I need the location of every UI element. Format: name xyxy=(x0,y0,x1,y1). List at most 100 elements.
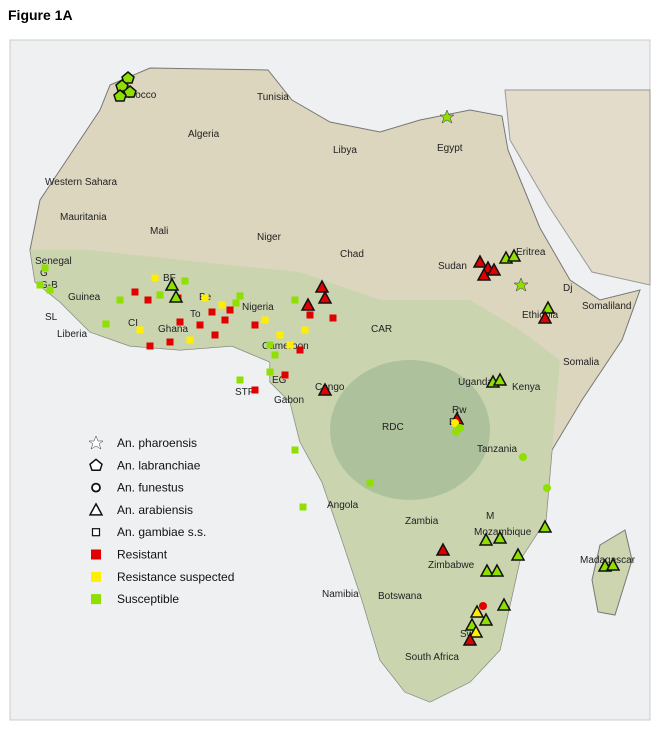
marker-triangle xyxy=(605,557,621,571)
marker-triangle xyxy=(317,382,333,396)
marker-circle xyxy=(479,602,487,610)
country-label: Dj xyxy=(563,283,572,294)
country-labels: Morocco Tunisia Algeria Libya Egypt Western S… xyxy=(35,90,636,663)
marker-triangle xyxy=(300,297,316,311)
marker-square xyxy=(221,316,229,324)
country-label: Rw xyxy=(452,405,467,416)
marker-square xyxy=(116,296,124,304)
marker-square xyxy=(91,528,101,537)
legend-label: An. labranchiae xyxy=(117,458,201,472)
marker-circle xyxy=(91,482,101,493)
madagascar xyxy=(591,529,633,616)
country-label: To xyxy=(190,309,201,320)
marker-square xyxy=(291,446,299,454)
country-label: Namibia xyxy=(322,589,359,600)
marker-triangle xyxy=(462,632,478,646)
marker-square xyxy=(151,274,159,282)
marker-square xyxy=(146,342,154,350)
country-label: Tunisia xyxy=(257,92,289,103)
country-label: Libya xyxy=(333,145,357,156)
marker-square xyxy=(136,326,144,334)
marker-square xyxy=(196,321,204,329)
markers xyxy=(36,71,621,646)
country-label: Mali xyxy=(150,226,168,237)
country-label: Uganda xyxy=(458,377,493,388)
country-label: Mauritania xyxy=(60,212,107,223)
marker-square xyxy=(266,368,274,376)
marker-square xyxy=(251,386,259,394)
marker-square xyxy=(281,371,289,379)
marker-square xyxy=(131,288,139,296)
marker-triangle xyxy=(435,542,451,556)
marker-square xyxy=(291,296,299,304)
marker-square xyxy=(91,549,101,560)
marker-triangle xyxy=(314,279,330,293)
country-label: BF xyxy=(163,273,176,284)
marker-square xyxy=(176,318,184,326)
country-label: Ghana xyxy=(158,324,188,335)
country-label: SL xyxy=(45,312,58,323)
figure-title: Figure 1A xyxy=(8,7,73,23)
marker-square xyxy=(301,326,309,334)
marker-square xyxy=(329,314,337,322)
marker-triangle xyxy=(486,262,502,276)
forest xyxy=(330,360,490,500)
marker-square xyxy=(306,311,314,319)
marker-pentagon xyxy=(113,89,127,102)
marker-star xyxy=(439,109,455,124)
marker-triangle xyxy=(478,532,494,546)
marker-square xyxy=(166,338,174,346)
marker-circle xyxy=(451,419,459,427)
country-label: Egypt xyxy=(437,143,463,154)
marker-triangle xyxy=(540,300,556,314)
marker-square xyxy=(102,320,110,328)
marker-triangle xyxy=(489,563,505,577)
marker-square xyxy=(144,296,152,304)
legend-label: Resistant xyxy=(117,548,168,562)
country-label: G xyxy=(40,268,48,279)
marker-star xyxy=(513,277,529,292)
legend-label: An. pharoensis xyxy=(117,436,197,450)
country-label: STP xyxy=(235,387,255,398)
country-label: CAR xyxy=(371,324,392,335)
marker-square xyxy=(271,351,279,359)
marker-star xyxy=(88,435,104,450)
marker-triangle xyxy=(496,597,512,611)
marker-square xyxy=(208,308,216,316)
country-label: Cameroon xyxy=(262,341,309,352)
legend-label: Resistance suspected xyxy=(117,570,234,584)
marker-triangle xyxy=(537,519,553,533)
marker-square xyxy=(266,341,274,349)
country-label: Tanzania xyxy=(477,444,517,455)
marker-square xyxy=(299,503,307,511)
country-label: Mozambique xyxy=(474,527,532,538)
country-label: Angola xyxy=(327,500,359,511)
marker-square xyxy=(181,277,189,285)
country-label: G-B xyxy=(40,280,58,291)
country-label: Botswana xyxy=(378,591,422,602)
country-label: RDC xyxy=(382,422,404,433)
country-label: Senegal xyxy=(35,256,72,267)
marker-square xyxy=(276,331,284,339)
marker-triangle xyxy=(317,290,333,304)
marker-square xyxy=(201,294,209,302)
country-label: Congo xyxy=(315,382,345,393)
country-label: CI xyxy=(128,318,138,329)
arabia xyxy=(504,89,651,286)
marker-pentagon xyxy=(123,85,137,98)
marker-square xyxy=(226,306,234,314)
marker-square xyxy=(211,331,219,339)
marker-square xyxy=(46,286,54,294)
marker-triangle xyxy=(469,604,485,618)
marker-square xyxy=(236,292,244,300)
marker-triangle xyxy=(168,289,184,303)
marker-triangle xyxy=(472,254,488,268)
country-label: M xyxy=(486,511,494,522)
country-label: Somalia xyxy=(563,357,600,368)
marker-square xyxy=(261,316,269,324)
country-label: Chad xyxy=(340,249,364,260)
marker-square xyxy=(251,321,259,329)
marker-triangle xyxy=(492,372,508,386)
marker-triangle xyxy=(510,547,526,561)
